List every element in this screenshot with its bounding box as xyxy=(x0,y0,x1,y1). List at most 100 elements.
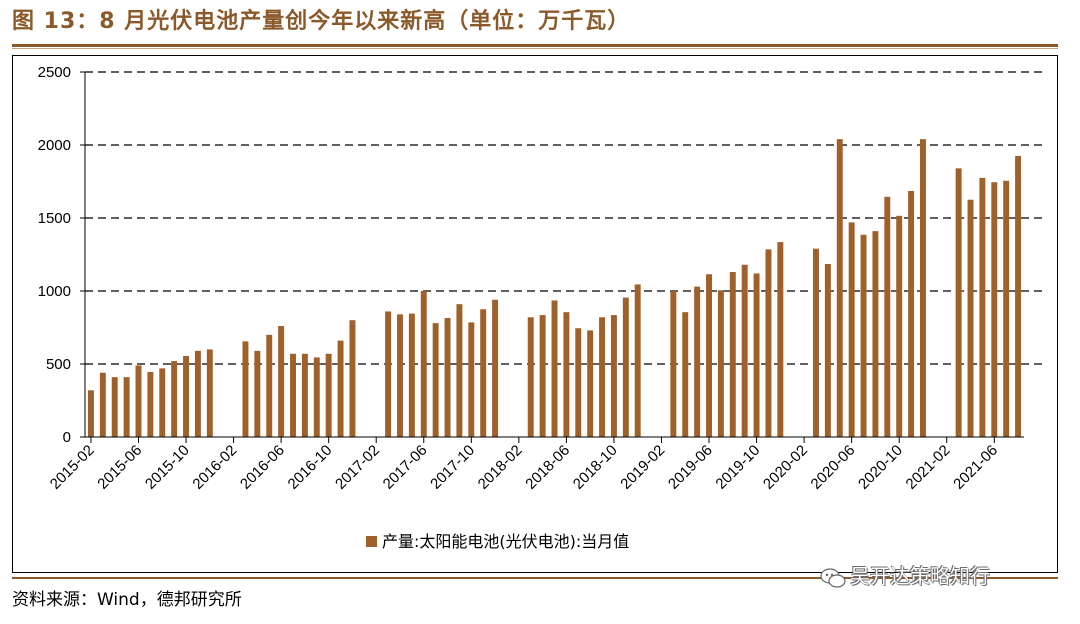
bar xyxy=(848,222,855,437)
bar xyxy=(254,350,261,437)
bar xyxy=(266,334,273,437)
x-tick-label: 2015-06 xyxy=(94,442,145,493)
bar xyxy=(575,328,582,437)
chart-frame xyxy=(12,55,1058,573)
x-tick-label: 2020-10 xyxy=(855,442,906,493)
bar xyxy=(290,353,296,437)
bar xyxy=(135,365,142,437)
source-note: 资料来源：Wind，德邦研究所 xyxy=(12,590,242,610)
legend-swatch xyxy=(366,536,377,547)
bars xyxy=(87,139,1022,438)
bar xyxy=(587,330,594,437)
bar xyxy=(278,326,285,437)
bar xyxy=(919,139,926,437)
bar xyxy=(622,297,629,437)
bar xyxy=(717,290,724,437)
x-tick-label: 2016-06 xyxy=(237,442,288,493)
bar xyxy=(741,264,748,437)
bar xyxy=(777,242,784,437)
y-tick-label: 1000 xyxy=(38,283,71,300)
bar xyxy=(397,314,403,437)
bar xyxy=(694,286,701,437)
y-tick-label: 0 xyxy=(63,429,71,446)
bar xyxy=(706,274,712,437)
bar xyxy=(824,263,831,437)
bar xyxy=(967,199,974,437)
bar xyxy=(765,249,772,437)
watermark-text: 吴开达策略知行 xyxy=(850,564,990,588)
bar xyxy=(670,291,677,437)
bar xyxy=(480,309,487,437)
chart-area: 0 500 1000 1500 2000 2500 2015-02 2015-06 2015-… xyxy=(12,55,1058,573)
bar xyxy=(1003,180,1010,437)
x-tick-label: 2020-02 xyxy=(760,442,811,493)
bar xyxy=(171,361,178,437)
bar xyxy=(991,182,998,437)
bar xyxy=(444,318,451,437)
bar xyxy=(349,320,356,437)
x-tick-label: 2021-02 xyxy=(903,442,954,493)
bar xyxy=(456,304,463,437)
bar xyxy=(884,196,891,437)
bar xyxy=(313,357,320,437)
x-tick-label: 2016-10 xyxy=(285,442,336,493)
legend-label: 产量:太阳能电池(光伏电池):当月值 xyxy=(382,532,629,551)
bar xyxy=(551,300,558,437)
bar xyxy=(194,350,201,437)
bar xyxy=(123,377,130,437)
watermark: 吴开达策略知行 xyxy=(820,556,990,596)
bar xyxy=(242,341,249,437)
bar xyxy=(634,284,641,437)
bar xyxy=(599,317,606,437)
x-tick-label: 2017-06 xyxy=(380,442,431,493)
bar xyxy=(492,299,499,437)
x-tick-label: 2017-10 xyxy=(427,442,478,493)
bar xyxy=(896,215,903,437)
x-tick-label: 2018-02 xyxy=(475,442,526,493)
bar xyxy=(753,273,760,437)
bar xyxy=(1015,155,1022,437)
bar xyxy=(908,190,915,437)
bar xyxy=(325,353,332,437)
bar xyxy=(147,372,154,437)
bar xyxy=(563,312,570,437)
bar xyxy=(87,390,94,437)
bar-chart: 0 500 1000 1500 2000 2500 2015-022015-062015-… xyxy=(12,55,1058,573)
bar xyxy=(301,353,308,437)
bar xyxy=(979,177,986,437)
bar xyxy=(682,312,689,437)
bar xyxy=(385,311,392,437)
bar xyxy=(159,368,166,437)
x-tick-label: 2017-02 xyxy=(332,442,383,493)
x-axis: 2015-022015-062015-102016-022016-062016-… xyxy=(47,436,1024,493)
x-tick-label: 2015-02 xyxy=(47,442,98,493)
bar xyxy=(610,315,617,437)
legend: 产量:太阳能电池(光伏电池):当月值 xyxy=(366,532,629,551)
bar xyxy=(420,291,427,437)
bar xyxy=(432,323,439,437)
bar xyxy=(527,317,534,437)
bar xyxy=(955,168,962,438)
title-rule-thin xyxy=(12,48,1058,49)
x-tick-label: 2019-06 xyxy=(665,442,716,493)
bar xyxy=(860,234,867,437)
bar xyxy=(99,372,106,437)
y-axis: 0 500 1000 1500 2000 2500 xyxy=(38,64,86,446)
y-tick-label: 1500 xyxy=(38,210,71,227)
wechat-icon xyxy=(820,567,846,588)
x-tick-label: 2015-10 xyxy=(142,442,193,493)
bar xyxy=(872,231,879,437)
title-rule xyxy=(12,44,1058,47)
bar xyxy=(539,315,546,437)
bar xyxy=(408,313,415,437)
y-tick-label: 500 xyxy=(46,356,71,373)
x-tick-label: 2020-06 xyxy=(808,442,859,493)
y-tick-label: 2000 xyxy=(38,137,71,154)
figure-title: 图 13：8 月光伏电池产量创今年以来新高（单位：万千瓦） xyxy=(12,9,631,34)
bar xyxy=(337,340,344,437)
bar xyxy=(111,377,118,437)
bar xyxy=(183,355,190,437)
x-tick-label: 2018-06 xyxy=(522,442,573,493)
x-tick-label: 2016-02 xyxy=(189,442,240,493)
x-tick-label: 2018-10 xyxy=(570,442,621,493)
